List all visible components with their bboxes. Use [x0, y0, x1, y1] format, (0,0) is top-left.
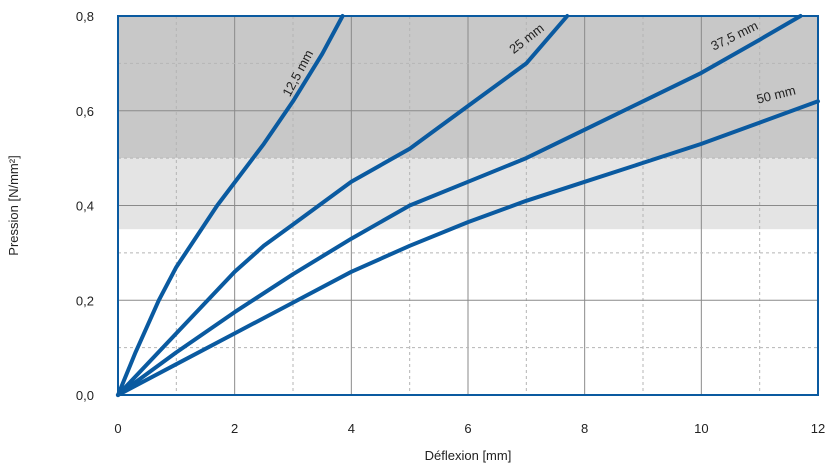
- series-lines: [116, 14, 820, 397]
- series-line-0: [116, 14, 345, 397]
- series-line-1: [116, 14, 570, 397]
- y-axis-label: Pression [N/mm²]: [6, 155, 21, 255]
- y-tick-label: 0,8: [76, 9, 94, 24]
- x-tick-label: 8: [581, 421, 588, 436]
- y-tick-label: 0,2: [76, 293, 94, 308]
- grid: [118, 16, 818, 395]
- x-tick-label: 0: [114, 421, 121, 436]
- x-tick-label: 12: [811, 421, 825, 436]
- x-axis-label: Déflexion [mm]: [425, 448, 512, 463]
- plot-frame: [117, 15, 819, 396]
- series-line-3: [116, 99, 820, 397]
- x-tick-label: 4: [348, 421, 355, 436]
- x-tick-label: 6: [464, 421, 471, 436]
- x-tick-label: 10: [694, 421, 708, 436]
- y-tick-label: 0,0: [76, 388, 94, 403]
- tick-labels: 0 2 4 6 8 10 12 0,0 0,2 0,4 0,6 0,8: [76, 9, 825, 436]
- y-tick-label: 0,6: [76, 104, 94, 119]
- y-tick-label: 0,4: [76, 199, 94, 214]
- series-line-2: [116, 14, 803, 397]
- x-tick-label: 2: [231, 421, 238, 436]
